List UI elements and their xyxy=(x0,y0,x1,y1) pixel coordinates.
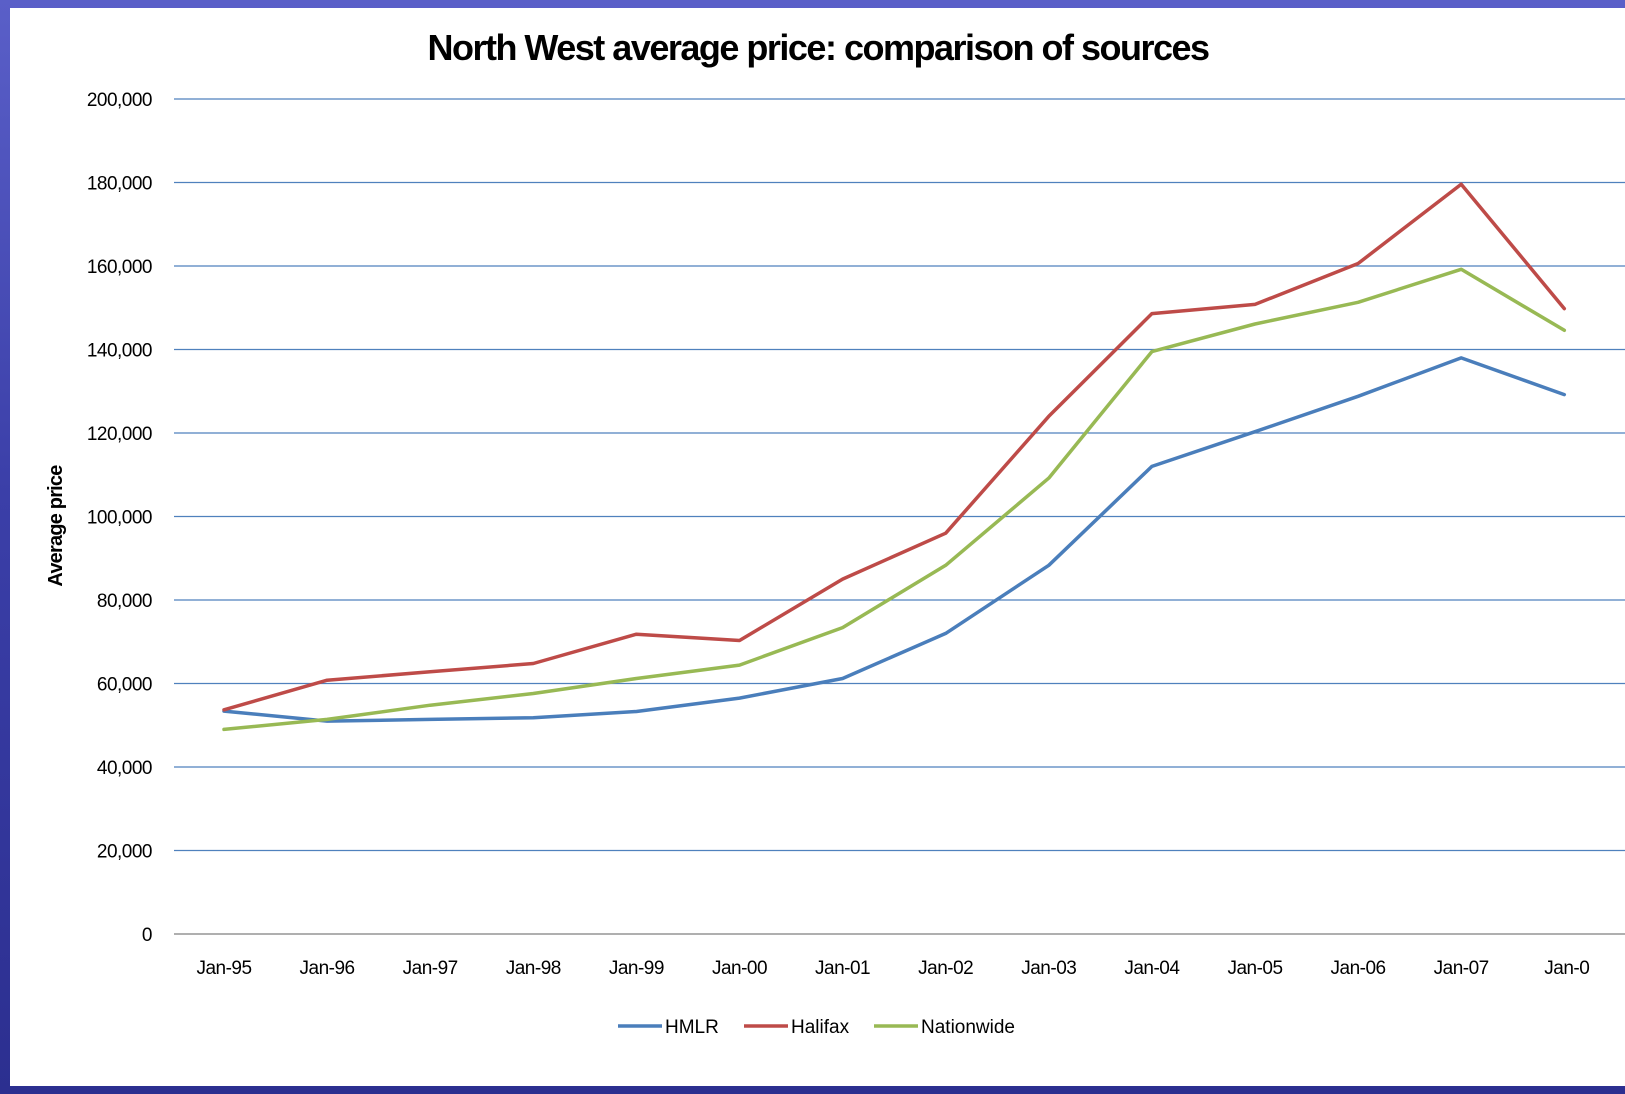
legend: HMLR Halifax Nationwide xyxy=(618,1017,1015,1038)
x-tick-label: Jan-01 xyxy=(815,958,870,979)
series-lines xyxy=(222,182,1567,732)
y-tick-label: 100,000 xyxy=(87,508,152,529)
x-tick-label: Jan-97 xyxy=(403,958,458,979)
x-tick-label: Jan-05 xyxy=(1227,958,1282,979)
x-tick-label: Jan-95 xyxy=(196,958,251,979)
x-tick-label: Jan-0 xyxy=(1544,958,1589,979)
x-tick-label: Jan-04 xyxy=(1124,958,1180,979)
y-tick-label: 60,000 xyxy=(97,675,152,696)
x-tick-label: Jan-06 xyxy=(1331,958,1386,979)
y-tick-label: 160,000 xyxy=(87,257,152,278)
x-tick-label: Jan-07 xyxy=(1434,958,1489,979)
y-tick-label: 40,000 xyxy=(97,758,152,779)
plot-background xyxy=(10,8,1625,1086)
y-tick-label: 120,000 xyxy=(87,424,152,445)
gridlines xyxy=(174,98,1625,935)
x-tick-label: Jan-98 xyxy=(506,958,561,979)
y-axis-label: Average price xyxy=(45,465,67,587)
line-chart: North West average price: comparison of … xyxy=(10,8,1625,1086)
x-tick-label: Jan-02 xyxy=(918,958,973,979)
x-axis-ticks: Jan-95 Jan-96 Jan-97 Jan-98 Jan-99 Jan-00 Jan-… xyxy=(196,958,1589,979)
y-tick-label: 200,000 xyxy=(87,90,152,111)
chart-panel: North West average price: comparison of … xyxy=(10,8,1625,1086)
x-tick-label: Jan-00 xyxy=(712,958,767,979)
series-line-halifax xyxy=(222,182,1567,712)
x-tick-label: Jan-99 xyxy=(609,958,664,979)
y-axis-ticks: 0 20,000 40,000 60,000 80,000 100,000 120,000 1… xyxy=(87,90,153,946)
x-tick-label: Jan-96 xyxy=(300,958,355,979)
y-tick-label: 0 xyxy=(142,925,152,946)
chart-title: North West average price: comparison of … xyxy=(427,27,1209,68)
x-tick-label: Jan-03 xyxy=(1021,958,1076,979)
y-tick-label: 180,000 xyxy=(87,174,152,195)
legend-label-nationwide: Nationwide xyxy=(921,1017,1015,1038)
series-line-hmlr xyxy=(222,356,1567,723)
series-line-nationwide xyxy=(222,267,1567,732)
legend-label-halifax: Halifax xyxy=(791,1017,850,1038)
y-tick-label: 140,000 xyxy=(87,341,152,362)
legend-label-hmlr: HMLR xyxy=(665,1017,719,1038)
y-tick-label: 20,000 xyxy=(97,842,152,863)
y-tick-label: 80,000 xyxy=(97,591,152,612)
